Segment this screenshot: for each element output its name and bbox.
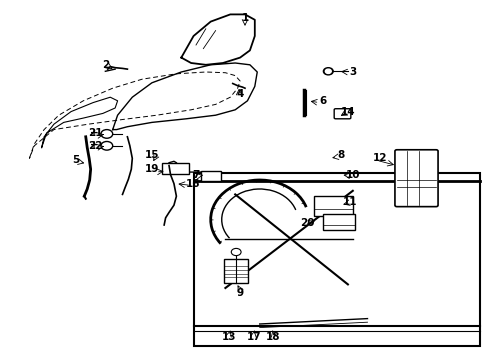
Circle shape xyxy=(101,130,113,138)
Text: 3: 3 xyxy=(349,67,356,77)
Text: 4: 4 xyxy=(236,89,244,99)
Text: 21: 21 xyxy=(88,128,103,138)
Circle shape xyxy=(231,248,241,256)
Text: 10: 10 xyxy=(345,170,360,180)
Text: 7: 7 xyxy=(192,170,200,180)
Text: 11: 11 xyxy=(343,197,358,207)
Text: 18: 18 xyxy=(266,332,281,342)
Bar xyxy=(162,163,189,174)
Bar xyxy=(201,171,220,181)
Bar xyxy=(194,173,480,346)
FancyBboxPatch shape xyxy=(334,109,351,119)
Circle shape xyxy=(101,141,113,150)
Text: 13: 13 xyxy=(222,332,237,342)
Text: 12: 12 xyxy=(372,153,387,163)
Text: 22: 22 xyxy=(88,141,103,151)
Bar xyxy=(323,214,355,230)
Text: 17: 17 xyxy=(246,332,261,342)
Text: +: + xyxy=(90,128,98,138)
Text: 6: 6 xyxy=(320,96,327,106)
Text: +: + xyxy=(90,140,98,150)
Bar xyxy=(314,196,353,216)
Text: 14: 14 xyxy=(341,107,355,117)
Circle shape xyxy=(323,68,333,75)
Bar xyxy=(224,259,248,283)
Text: 5: 5 xyxy=(73,155,79,165)
Text: 19: 19 xyxy=(145,164,159,174)
Text: 20: 20 xyxy=(300,218,315,228)
Text: 2: 2 xyxy=(102,60,109,70)
Text: 15: 15 xyxy=(145,150,159,160)
FancyBboxPatch shape xyxy=(395,150,438,207)
Text: 16: 16 xyxy=(186,179,201,189)
Text: 9: 9 xyxy=(237,288,244,298)
Text: 1: 1 xyxy=(242,13,248,23)
Text: 8: 8 xyxy=(337,150,344,160)
Circle shape xyxy=(325,69,331,73)
